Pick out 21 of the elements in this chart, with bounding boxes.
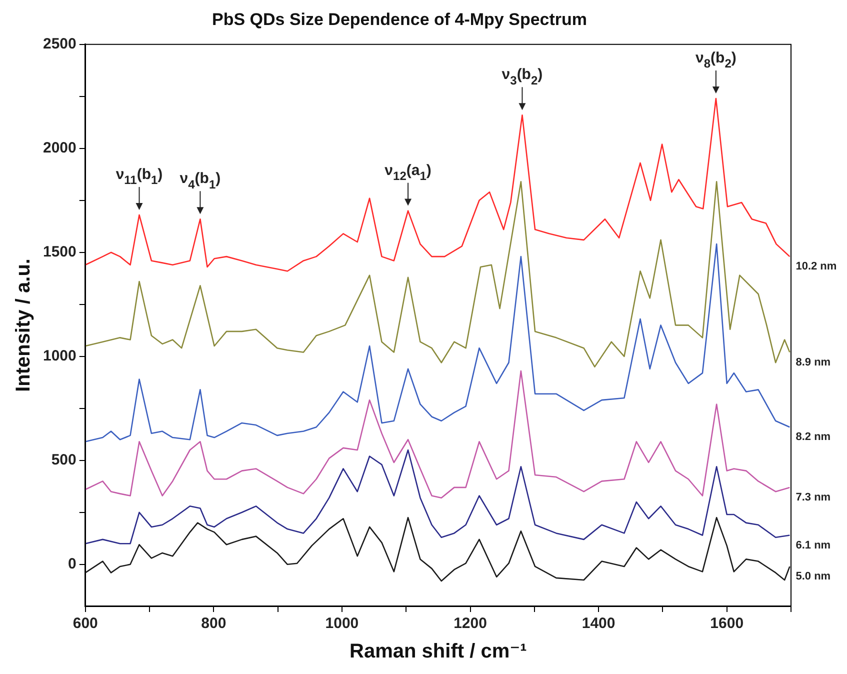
y-tick-label: 2500 <box>42 36 76 53</box>
x-tick-label: 600 <box>72 615 98 632</box>
x-tick-label: 1200 <box>454 615 487 632</box>
series-label: 8.9 nm <box>796 356 831 368</box>
y-tick-label: 500 <box>51 452 76 469</box>
x-tick-label: 1600 <box>710 615 744 632</box>
series-label: 8.2 nm <box>796 431 831 444</box>
x-tick-label: 1400 <box>582 615 616 632</box>
x-tick-label: 800 <box>201 615 226 632</box>
x-axis-title: Raman shift / cm⁻¹ <box>350 640 528 663</box>
y-tick-label: 1000 <box>42 348 76 365</box>
series-label: 10.2 nm <box>796 260 837 273</box>
series-label: 7.3 nm <box>796 491 831 504</box>
y-tick-label: 1500 <box>42 244 76 261</box>
series-label: 6.1 nm <box>796 539 831 552</box>
chart-title: PbS QDs Size Dependence of 4-Mpy Spectrum <box>212 10 588 29</box>
y-axis-title: Intensity / a.u. <box>12 258 35 392</box>
y-tick-label: 2000 <box>42 140 76 157</box>
x-tick-label: 1000 <box>325 615 359 632</box>
y-tick-label: 0 <box>68 556 76 573</box>
series-label: 5.0 nm <box>796 570 831 583</box>
